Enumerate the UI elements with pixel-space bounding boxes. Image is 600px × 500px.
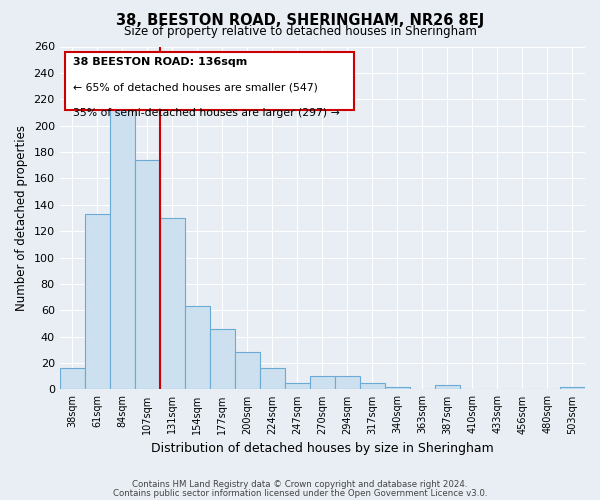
Bar xyxy=(360,383,385,390)
Bar xyxy=(385,387,410,390)
Bar xyxy=(135,160,160,390)
FancyBboxPatch shape xyxy=(65,52,354,110)
Text: 38 BEESTON ROAD: 136sqm: 38 BEESTON ROAD: 136sqm xyxy=(73,57,247,67)
Text: 35% of semi-detached houses are larger (297) →: 35% of semi-detached houses are larger (… xyxy=(73,108,340,118)
Y-axis label: Number of detached properties: Number of detached properties xyxy=(15,125,28,311)
Bar xyxy=(310,376,335,390)
Bar xyxy=(560,387,585,390)
Text: Size of property relative to detached houses in Sheringham: Size of property relative to detached ho… xyxy=(124,25,476,38)
Bar xyxy=(210,329,235,390)
Text: Contains public sector information licensed under the Open Government Licence v3: Contains public sector information licen… xyxy=(113,488,487,498)
Text: ← 65% of detached houses are smaller (547): ← 65% of detached houses are smaller (54… xyxy=(73,82,317,92)
Bar xyxy=(435,386,460,390)
Bar xyxy=(285,383,310,390)
Bar xyxy=(160,218,185,390)
X-axis label: Distribution of detached houses by size in Sheringham: Distribution of detached houses by size … xyxy=(151,442,494,455)
Bar xyxy=(185,306,210,390)
Bar xyxy=(85,214,110,390)
Text: 38, BEESTON ROAD, SHERINGHAM, NR26 8EJ: 38, BEESTON ROAD, SHERINGHAM, NR26 8EJ xyxy=(116,12,484,28)
Bar xyxy=(110,108,135,390)
Bar xyxy=(335,376,360,390)
Text: Contains HM Land Registry data © Crown copyright and database right 2024.: Contains HM Land Registry data © Crown c… xyxy=(132,480,468,489)
Bar xyxy=(235,352,260,390)
Bar xyxy=(59,368,85,390)
Bar xyxy=(260,368,285,390)
